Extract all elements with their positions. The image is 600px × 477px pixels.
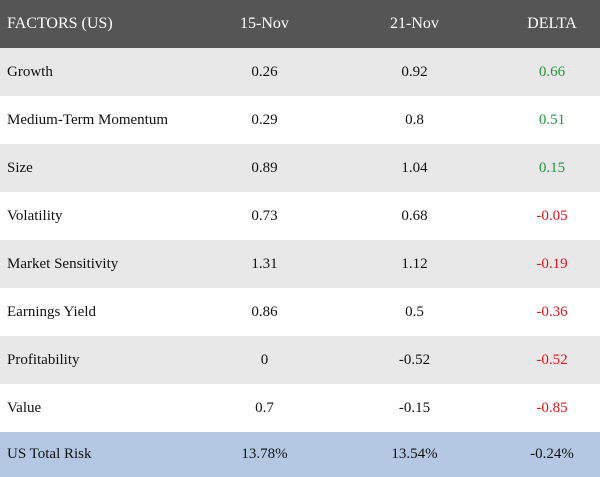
delta-value: 0.51 [497,96,600,144]
table-row: Growth 0.26 0.92 0.66 [0,48,600,96]
table-row: Profitability 0 -0.52 -0.52 [0,336,600,384]
value-21-nov: 0.8 [332,96,497,144]
table-row: Volatility 0.73 0.68 -0.05 [0,192,600,240]
value-21-nov: -0.15 [332,384,497,432]
table-row: Medium-Term Momentum 0.29 0.8 0.51 [0,96,600,144]
total-label: US Total Risk [0,432,197,477]
value-15-nov: 0.7 [197,384,332,432]
value-21-nov: 0.92 [332,48,497,96]
delta-value: -0.19 [497,240,600,288]
factor-name: Growth [0,48,197,96]
value-15-nov: 0.26 [197,48,332,96]
delta-value: -0.85 [497,384,600,432]
factor-name: Value [0,384,197,432]
table-row: Market Sensitivity 1.31 1.12 -0.19 [0,240,600,288]
header-delta: DELTA [497,0,600,48]
delta-value: -0.36 [497,288,600,336]
total-21-nov: 13.54% [332,432,497,477]
value-15-nov: 0.86 [197,288,332,336]
header-row: FACTORS (US) 15-Nov 21-Nov DELTA [0,0,600,48]
value-15-nov: 1.31 [197,240,332,288]
factor-name: Earnings Yield [0,288,197,336]
factor-name: Profitability [0,336,197,384]
factor-name: Medium-Term Momentum [0,96,197,144]
factor-name: Size [0,144,197,192]
value-21-nov: 1.04 [332,144,497,192]
value-21-nov: -0.52 [332,336,497,384]
table-body: Growth 0.26 0.92 0.66 Medium-Term Moment… [0,48,600,477]
factor-name: Volatility [0,192,197,240]
value-21-nov: 1.12 [332,240,497,288]
table-row: Size 0.89 1.04 0.15 [0,144,600,192]
factor-name: Market Sensitivity [0,240,197,288]
value-15-nov: 0.29 [197,96,332,144]
delta-value: -0.05 [497,192,600,240]
delta-value: -0.52 [497,336,600,384]
header-factors: FACTORS (US) [0,0,197,48]
total-delta: -0.24% [497,432,600,477]
delta-value: 0.66 [497,48,600,96]
total-15-nov: 13.78% [197,432,332,477]
value-21-nov: 0.5 [332,288,497,336]
table-row: Value 0.7 -0.15 -0.85 [0,384,600,432]
total-row: US Total Risk 13.78% 13.54% -0.24% [0,432,600,477]
delta-value: 0.15 [497,144,600,192]
header-21-nov: 21-Nov [332,0,497,48]
value-21-nov: 0.68 [332,192,497,240]
value-15-nov: 0.73 [197,192,332,240]
table-row: Earnings Yield 0.86 0.5 -0.36 [0,288,600,336]
value-15-nov: 0 [197,336,332,384]
value-15-nov: 0.89 [197,144,332,192]
header-15-nov: 15-Nov [197,0,332,48]
table-header: FACTORS (US) 15-Nov 21-Nov DELTA [0,0,600,48]
